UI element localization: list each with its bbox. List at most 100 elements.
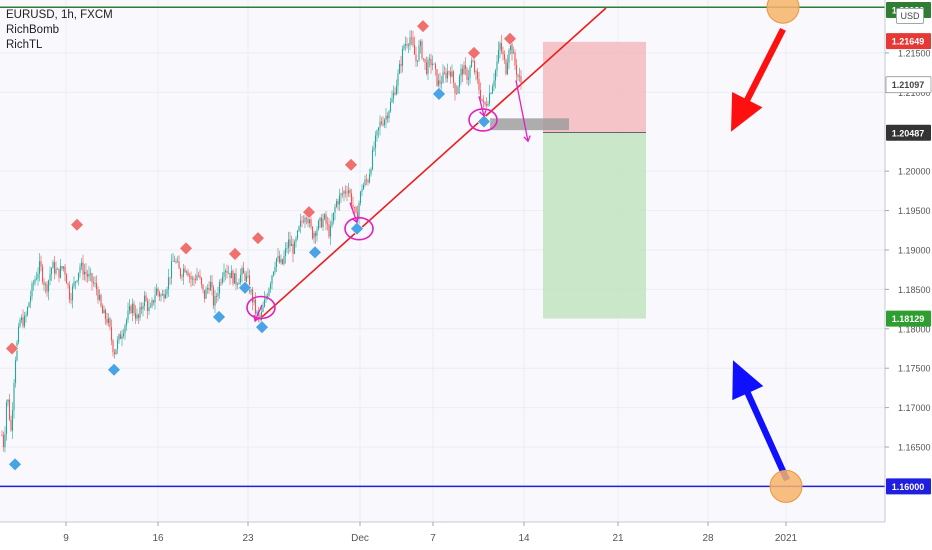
candle-body	[251, 289, 254, 303]
candle-body	[283, 256, 285, 264]
candle-body	[134, 313, 137, 319]
candle-body	[514, 52, 516, 66]
candle-body	[224, 270, 227, 272]
candle-body	[455, 93, 458, 95]
swing-low-marker	[477, 114, 491, 129]
candle-body	[130, 306, 132, 313]
candle-body	[296, 230, 299, 239]
candle-body	[311, 226, 314, 239]
candle-body	[100, 295, 102, 307]
candle-body	[460, 68, 462, 77]
candle-body	[40, 261, 42, 267]
candle-body	[241, 267, 243, 275]
x-tick-label: 14	[518, 533, 530, 544]
candle-body	[275, 258, 278, 267]
candle-body	[152, 300, 155, 303]
candle-body	[286, 247, 288, 249]
candle-body	[1, 435, 3, 436]
candle-body	[136, 314, 138, 319]
candle-body	[212, 287, 215, 306]
candle-body	[89, 273, 92, 275]
magenta-arrow	[349, 202, 358, 223]
candle-body	[94, 283, 96, 284]
candle-body	[14, 360, 17, 383]
candle-body	[253, 299, 255, 303]
candle-body	[233, 273, 236, 284]
candle-body	[287, 239, 290, 248]
candle-body	[202, 284, 204, 291]
highlight-circle	[468, 108, 498, 132]
stop-loss-zone	[543, 41, 646, 133]
candle-body	[52, 262, 54, 269]
candle-body	[98, 295, 101, 300]
candle-body	[272, 271, 275, 276]
candle-body	[175, 261, 177, 263]
candle-body	[2, 435, 5, 448]
candle-body	[131, 303, 134, 313]
candle-body	[239, 274, 242, 283]
candle-body	[116, 340, 119, 350]
x-tick-label: 2021	[775, 533, 798, 544]
swing-high-marker	[503, 31, 517, 46]
candle-body	[220, 282, 222, 284]
candle-body	[352, 204, 354, 207]
candle-body	[16, 342, 18, 361]
trendline	[261, 7, 607, 318]
candle-body	[506, 62, 509, 75]
candle-body	[199, 275, 201, 278]
candle-body	[218, 282, 221, 294]
grid-lines	[0, 0, 885, 522]
candle-body	[22, 317, 24, 327]
candle-body	[46, 284, 48, 292]
x-tick-label: 9	[63, 533, 69, 544]
candle-body	[325, 214, 327, 224]
candle-body	[137, 314, 140, 318]
candle-body	[374, 135, 377, 148]
candle-body	[115, 349, 117, 355]
candle-body	[109, 318, 111, 328]
candle-body	[295, 238, 297, 242]
candle-body	[421, 41, 423, 59]
candle-body	[464, 65, 467, 69]
candle-body	[520, 76, 522, 83]
candle-body	[476, 71, 479, 80]
candle-body	[133, 303, 135, 314]
candle-body	[356, 212, 359, 217]
candle-body	[299, 220, 302, 227]
currency-button[interactable]: USD	[896, 8, 924, 24]
candle-body	[148, 307, 150, 311]
candle-body	[422, 58, 425, 60]
candle-body	[71, 286, 74, 301]
candle-body	[503, 54, 506, 60]
candle-body	[101, 306, 104, 314]
candle-body	[505, 59, 507, 75]
price-label-text: 1.21097	[892, 80, 925, 90]
candle-body	[248, 275, 251, 292]
candle-body	[140, 307, 143, 310]
candle-body	[322, 218, 324, 228]
candle-body	[31, 283, 33, 297]
candle-body	[235, 273, 237, 285]
candle-body	[373, 147, 375, 150]
candle-body	[247, 275, 249, 277]
price-axis: 1.215001.210001.200001.195001.190001.185…	[885, 48, 931, 453]
candle-body	[391, 98, 393, 103]
candle-body	[482, 100, 485, 102]
time-axis-bg[interactable]	[0, 522, 885, 550]
candle-body	[254, 299, 257, 314]
candle-body	[83, 271, 86, 275]
y-tick-label: 1.17000	[898, 403, 931, 413]
candle-body	[499, 43, 501, 50]
candle-body	[106, 319, 108, 323]
candle-body	[110, 327, 113, 341]
candle-body	[182, 268, 185, 277]
candle-body	[413, 45, 416, 55]
y-tick-label: 1.18000	[898, 324, 931, 334]
magenta-arrow-head	[479, 110, 487, 118]
candle-body	[95, 283, 98, 290]
candle-body	[340, 193, 342, 196]
swing-high-marker	[251, 231, 265, 246]
candle-body	[193, 278, 195, 280]
candle-body	[485, 104, 488, 106]
